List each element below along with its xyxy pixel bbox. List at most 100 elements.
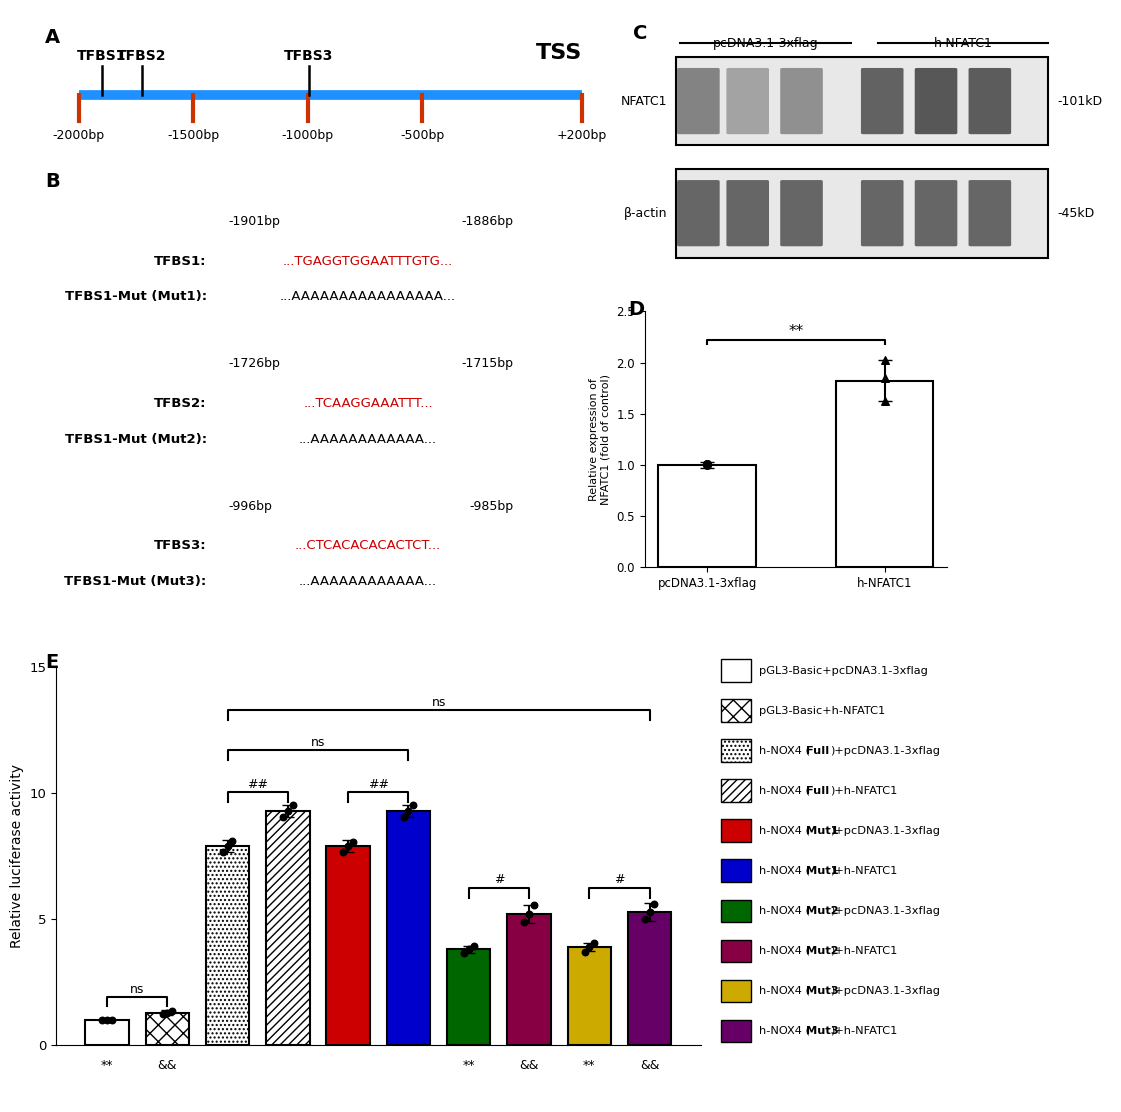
Point xyxy=(876,351,893,369)
Bar xyxy=(447,950,491,1045)
Point xyxy=(399,802,417,820)
Point xyxy=(214,844,232,862)
Text: TFBS3:: TFBS3: xyxy=(154,539,206,553)
Point xyxy=(164,1002,182,1020)
Bar xyxy=(658,465,756,567)
Text: TFBS1-Mut (Mut2):: TFBS1-Mut (Mut2): xyxy=(65,433,206,446)
Text: ...AAAAAAAAAAAAAAAA...: ...AAAAAAAAAAAAAAAA... xyxy=(280,290,456,304)
Text: **: ** xyxy=(463,1059,475,1072)
FancyBboxPatch shape xyxy=(726,180,769,246)
Point xyxy=(516,913,534,931)
Text: -985bp: -985bp xyxy=(470,499,513,513)
Text: h-NFATC1: h-NFATC1 xyxy=(934,37,992,50)
Bar xyxy=(676,169,1048,258)
FancyBboxPatch shape xyxy=(677,68,720,135)
Point xyxy=(93,1011,111,1029)
Text: +200bp: +200bp xyxy=(557,129,608,142)
Text: **: ** xyxy=(788,324,804,339)
Text: A: A xyxy=(45,28,59,47)
Text: )+h-NFATC1: )+h-NFATC1 xyxy=(830,1026,897,1035)
Text: h-NOX4 (: h-NOX4 ( xyxy=(759,946,810,955)
FancyBboxPatch shape xyxy=(915,68,957,135)
Point xyxy=(405,796,423,814)
Text: Full: Full xyxy=(806,786,830,795)
Text: )+pcDNA3.1-3xflag: )+pcDNA3.1-3xflag xyxy=(830,986,939,995)
Text: h-NOX4 (: h-NOX4 ( xyxy=(759,866,810,875)
Bar xyxy=(508,914,550,1045)
Point xyxy=(98,1011,115,1029)
Point xyxy=(698,456,716,474)
FancyBboxPatch shape xyxy=(915,180,957,246)
Text: TFBS2:: TFBS2: xyxy=(155,397,206,410)
FancyBboxPatch shape xyxy=(969,68,1011,135)
Text: #: # xyxy=(614,874,624,886)
Point xyxy=(279,802,297,820)
Text: -45kD: -45kD xyxy=(1057,207,1094,220)
Text: )+pcDNA3.1-3xflag: )+pcDNA3.1-3xflag xyxy=(830,906,939,915)
Text: **: ** xyxy=(583,1059,595,1072)
Text: )+h-NFATC1: )+h-NFATC1 xyxy=(830,786,897,795)
Bar xyxy=(676,169,1048,258)
Point xyxy=(455,944,473,962)
Bar xyxy=(387,811,430,1045)
Point xyxy=(585,934,603,952)
Bar xyxy=(266,811,309,1045)
Text: &&: && xyxy=(519,1059,539,1072)
Text: TFBS3: TFBS3 xyxy=(284,49,333,63)
Bar xyxy=(722,699,751,722)
Point xyxy=(698,455,716,473)
Bar xyxy=(206,846,249,1045)
Text: )+h-NFATC1: )+h-NFATC1 xyxy=(830,946,897,955)
Text: ...TCAAGGAAATTT...: ...TCAAGGAAATTT... xyxy=(304,397,433,410)
Y-axis label: Relative luciferase activity: Relative luciferase activity xyxy=(10,764,24,949)
Point xyxy=(344,834,362,852)
Point xyxy=(464,936,482,954)
Text: h-NOX4 (: h-NOX4 ( xyxy=(759,1026,810,1035)
FancyBboxPatch shape xyxy=(861,180,904,246)
Text: TFBS1-Mut (Mut3):: TFBS1-Mut (Mut3): xyxy=(65,575,206,588)
Text: -996bp: -996bp xyxy=(229,499,272,513)
Text: ...TGAGGTGGAATTTGTG...: ...TGAGGTGGAATTTGTG... xyxy=(282,255,453,268)
Text: -2000bp: -2000bp xyxy=(53,129,105,142)
Point xyxy=(334,844,352,862)
Text: ##: ## xyxy=(248,777,268,791)
Point xyxy=(284,796,302,814)
Text: -1886bp: -1886bp xyxy=(462,215,513,228)
Point xyxy=(275,808,293,826)
Text: TFBS1-Mut (Mut1):: TFBS1-Mut (Mut1): xyxy=(65,290,206,304)
Point xyxy=(520,905,538,923)
Bar xyxy=(85,1020,129,1045)
Text: pGL3-Basic+pcDNA3.1-3xflag: pGL3-Basic+pcDNA3.1-3xflag xyxy=(759,666,928,675)
Point xyxy=(223,832,241,850)
Bar xyxy=(628,912,671,1045)
Text: ...CTCACACACACTCT...: ...CTCACACACACTCT... xyxy=(295,539,442,553)
Point xyxy=(219,837,237,855)
Bar xyxy=(676,57,1048,146)
Text: Mut3: Mut3 xyxy=(806,1026,840,1035)
Text: h-NOX4 (: h-NOX4 ( xyxy=(759,906,810,915)
Text: ns: ns xyxy=(311,736,325,749)
Text: -500bp: -500bp xyxy=(400,129,444,142)
Bar xyxy=(722,780,751,802)
Bar xyxy=(722,820,751,842)
Text: h-NOX4 (: h-NOX4 ( xyxy=(759,986,810,995)
Text: TFBS2: TFBS2 xyxy=(117,49,166,63)
FancyBboxPatch shape xyxy=(780,180,823,246)
Text: -1500bp: -1500bp xyxy=(167,129,220,142)
Point xyxy=(340,837,358,855)
Bar xyxy=(722,659,751,682)
Text: -101kD: -101kD xyxy=(1057,95,1102,108)
Text: Mut2: Mut2 xyxy=(806,946,839,955)
FancyBboxPatch shape xyxy=(726,68,769,135)
Point xyxy=(460,941,478,959)
Bar xyxy=(146,1013,189,1045)
Point xyxy=(395,808,413,826)
Text: h-NOX4 (: h-NOX4 ( xyxy=(759,786,810,795)
Bar xyxy=(722,900,751,922)
Point xyxy=(698,455,716,473)
Bar xyxy=(722,739,751,762)
FancyBboxPatch shape xyxy=(780,68,823,135)
Point xyxy=(103,1011,121,1029)
Text: Mut1: Mut1 xyxy=(806,866,839,875)
Text: &&: && xyxy=(640,1059,659,1072)
